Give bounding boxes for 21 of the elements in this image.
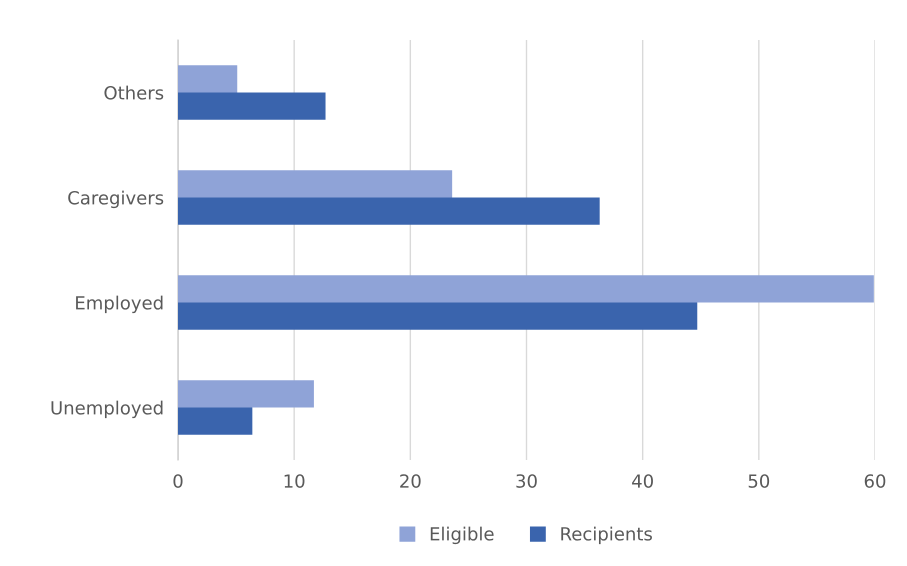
bar bbox=[178, 65, 238, 92]
legend-label: Recipients bbox=[561, 526, 652, 544]
x-tick-label: 60 bbox=[864, 474, 886, 488]
bar bbox=[178, 92, 326, 120]
y-tick-label: Employed bbox=[76, 296, 162, 314]
x-tick-label: 40 bbox=[632, 474, 653, 488]
x-tick-label: 50 bbox=[748, 474, 770, 488]
bar bbox=[178, 302, 698, 330]
x-tick-label: 30 bbox=[516, 474, 537, 488]
bar bbox=[178, 380, 314, 408]
y-tick-label: Others bbox=[104, 86, 164, 100]
bar bbox=[178, 170, 452, 198]
x-tick-label: 10 bbox=[284, 474, 304, 488]
x-tick-label: 20 bbox=[400, 474, 421, 488]
y-tick-label: Caregivers bbox=[68, 190, 164, 208]
bar bbox=[178, 198, 600, 225]
x-tick-label: 0 bbox=[173, 474, 183, 488]
bar bbox=[178, 275, 874, 302]
legend-label: Eligible bbox=[430, 526, 494, 544]
y-tick-label: Unemployed bbox=[52, 400, 162, 418]
bar bbox=[178, 408, 252, 435]
